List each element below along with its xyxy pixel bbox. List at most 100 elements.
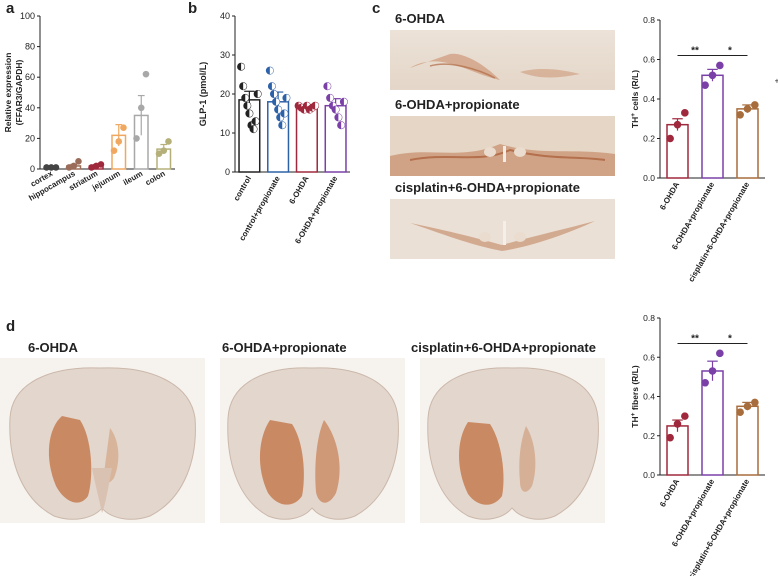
micrograph-d-1 [0,358,205,523]
y-tick-label: 0.2 [643,134,655,144]
data-point [681,109,689,117]
y-tick-label: 0.0 [643,173,655,183]
y-tick-label: 0 [225,167,230,177]
micrograph-c-3 [390,199,615,259]
data-point-half [276,98,280,106]
category-label: 6-OHDA [658,477,681,508]
y-axis-label-part: fibers (R/L) [630,365,640,412]
data-point-half [330,94,334,102]
data-point [708,367,717,375]
data-point [701,378,709,387]
y-tick-label: 60 [25,72,35,82]
bar [666,425,689,476]
y-tick-label: 20 [220,89,230,99]
bar [701,370,724,476]
data-point [681,412,689,420]
data-point-half [255,117,260,125]
y-axis-label-sup: + [630,113,637,117]
y-tick-label: 0.2 [643,431,655,441]
micrograph-d-3 [420,358,605,523]
chart-d: 0.00.20.40.60.8TH+ fibers (R/L)6-OHDA6-O… [630,313,765,576]
significance-label: * [728,46,732,57]
micrograph-c-1 [390,30,615,90]
data-point [52,164,60,171]
micrograph-c-label-1: 6-OHDA [395,11,445,26]
data-point-half [284,110,288,117]
y-tick-label: 0.6 [643,55,655,65]
data-point-half [253,125,258,133]
micrograph-c-2 [390,116,615,176]
data-point [160,147,168,154]
panel-letter-a: a [6,0,15,17]
data-point-half [271,82,276,90]
significance-label: ** [691,46,699,57]
y-tick-label: 0.4 [643,94,655,104]
category-label: colon [144,169,167,188]
y-axis-label: TH+ fibers (R/L) [630,365,641,428]
data-point-half [343,98,348,106]
data-point-half [278,106,282,114]
panel-letter-b: b [188,0,198,17]
y-tick-label: 20 [25,133,35,143]
data-point [751,101,759,109]
data-point-half [243,82,247,90]
bar [295,106,318,173]
data-point [743,105,752,113]
data-point-half [282,121,286,129]
y-axis-label-line: (FFAR3/GAPDH) [14,60,24,126]
category-label: 6-OHDA [658,180,681,211]
side-mark: + [775,76,778,85]
data-point [142,70,150,78]
micrograph-c-label-2: 6-OHDA+propionate [395,97,520,112]
data-point-half [245,94,249,102]
data-point-half [327,82,331,90]
y-tick-label: 0.4 [643,392,655,402]
category-label: 6-OHDA [287,174,310,205]
y-tick-label: 40 [220,11,230,21]
data-point [736,408,744,416]
y-tick-label: 0 [30,164,35,174]
data-point-half [286,94,290,102]
category-label: cisplatin+6-OHDA+propionate [687,180,752,284]
data-point [666,433,674,442]
data-point-half [257,90,262,98]
data-point [673,420,682,428]
y-axis-label: TH+ cells (R/L) [630,70,641,128]
data-point-half [247,102,251,110]
data-point [701,81,709,89]
data-point-half [341,121,345,129]
y-tick-label: 0.6 [643,352,655,362]
category-label: ileum [122,169,145,187]
data-point [716,61,724,70]
y-tick-label: 0.8 [643,313,655,323]
panel-letter-d: d [6,318,16,335]
data-point [115,138,123,145]
y-axis-label-part: cells (R/L) [630,70,640,113]
y-axis-label: Relative expression(FFAR3/GAPDH) [3,53,24,133]
micrograph-d-label-1: 6-OHDA [28,340,78,355]
data-point-half [273,90,278,98]
y-axis-label: GLP-1 (pmol/L) [198,62,208,127]
micrograph-d-label-2: 6-OHDA+propionate [222,340,347,355]
data-point [708,71,717,80]
y-tick-label: 30 [220,50,230,60]
y-tick-label: 0.8 [643,15,655,25]
data-point-half [241,63,245,71]
data-point [70,162,78,170]
data-point-half [315,102,319,110]
data-point [155,150,163,157]
data-point [666,134,674,143]
data-point [97,161,105,168]
y-axis-label-sup: + [630,412,637,416]
data-point [673,120,682,129]
data-point [165,138,172,145]
data-point-half [335,106,340,114]
data-point [43,164,50,171]
data-point-half [249,110,253,117]
data-point [751,398,759,407]
micrograph-c-label-3: cisplatin+6-OHDA+propionate [395,180,580,195]
bar [666,123,689,179]
y-tick-label: 10 [220,128,230,138]
micrograph-d-label-3: cisplatin+6-OHDA+propionate [411,340,596,355]
